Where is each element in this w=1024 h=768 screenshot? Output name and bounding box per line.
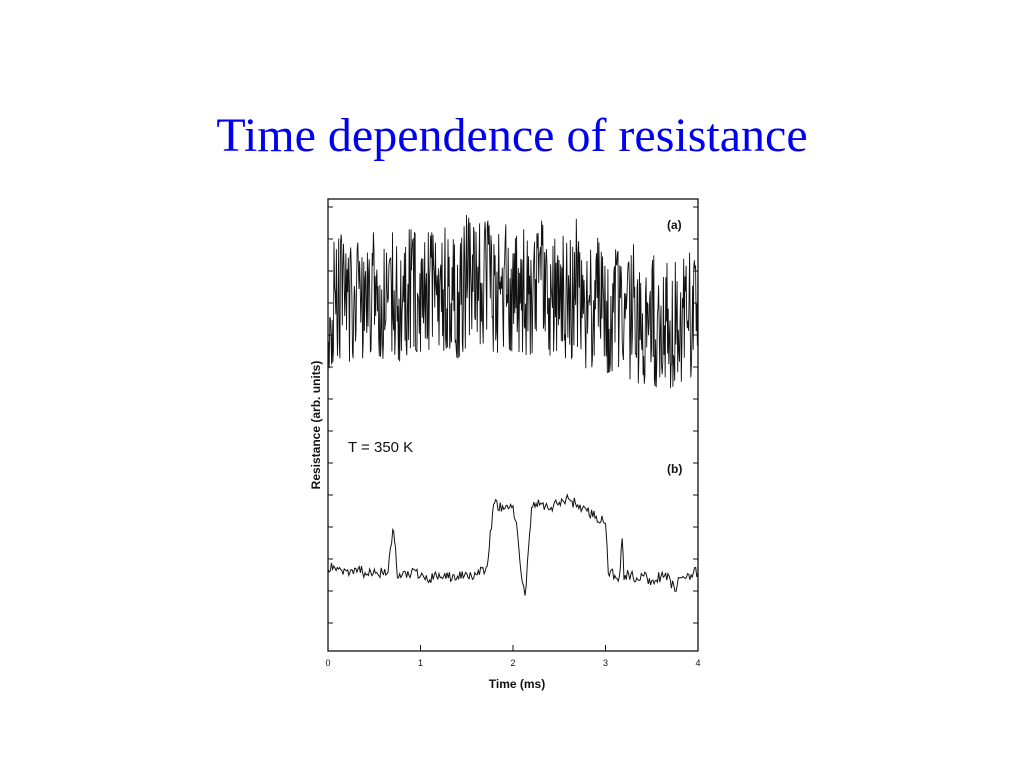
temperature-annotation: T = 350 K	[348, 439, 413, 456]
slide-title: Time dependence of resistance	[216, 109, 808, 162]
trace-b-line	[327, 493, 699, 596]
x-tick-labels: 0 1 2 3 4	[325, 658, 700, 668]
y-axis-label: Resistance (arb. units)	[309, 361, 323, 490]
x-tick-label: 0	[325, 658, 330, 668]
panel-label-b: (b)	[667, 462, 682, 476]
x-tick-label: 3	[603, 658, 608, 668]
left-ticks	[328, 206, 333, 624]
bottom-ticks	[327, 645, 699, 651]
x-tick-label: 1	[418, 658, 423, 668]
trace-a-group	[327, 214, 699, 389]
x-tick-label: 4	[695, 658, 700, 668]
trace-b-group	[327, 493, 699, 596]
panel-label-a: (a)	[667, 218, 682, 232]
trace-a-line	[327, 214, 699, 389]
x-axis-label: Time (ms)	[489, 677, 545, 691]
x-tick-label: 2	[510, 658, 515, 668]
